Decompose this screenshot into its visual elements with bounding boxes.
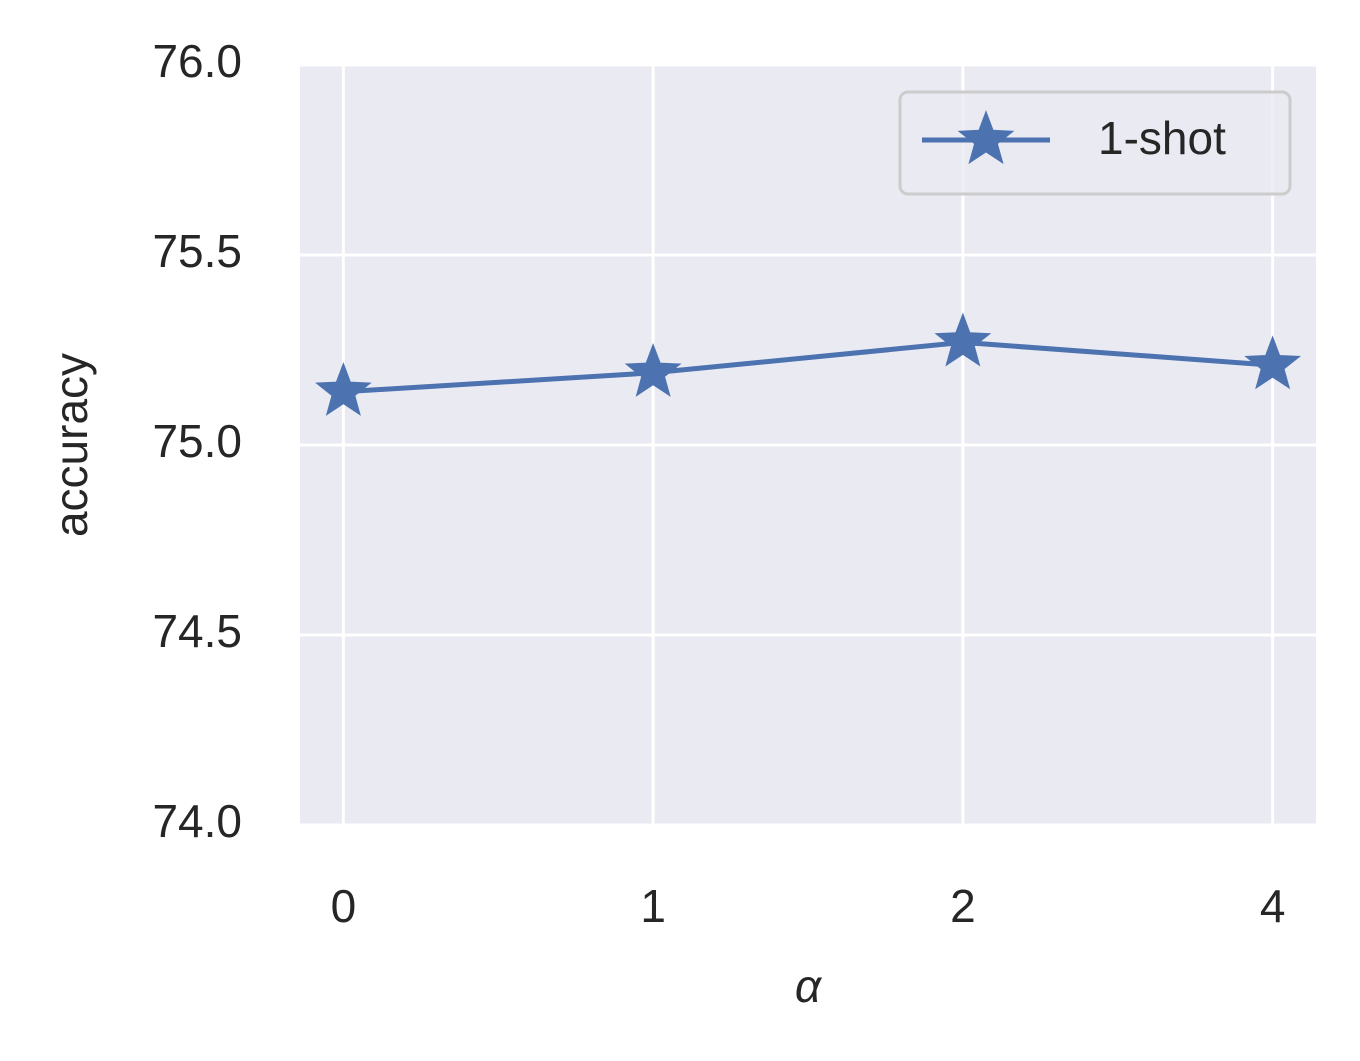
y-tick-label: 75.5 <box>152 225 242 277</box>
legend-label: 1-shot <box>1098 112 1226 164</box>
marker <box>1244 335 1302 390</box>
y-tick-label: 74.5 <box>152 605 242 657</box>
y-tick-label: 74.0 <box>152 795 242 847</box>
legend-box <box>898 90 1292 196</box>
x-tick-label: 2 <box>950 880 976 932</box>
marker <box>314 361 372 416</box>
x-tick-label: 4 <box>1260 880 1286 932</box>
y-axis-label: accuracy <box>45 353 97 537</box>
marker <box>624 342 682 397</box>
x-tick-label: 0 <box>331 880 357 932</box>
y-tick-label: 75.0 <box>152 415 242 467</box>
legend-marker <box>957 110 1015 165</box>
y-tick-label: 76.0 <box>152 35 242 87</box>
x-tick-label: 1 <box>640 880 666 932</box>
marker <box>934 312 992 367</box>
x-axis-label: α <box>795 960 823 1012</box>
line <box>343 339 1273 395</box>
